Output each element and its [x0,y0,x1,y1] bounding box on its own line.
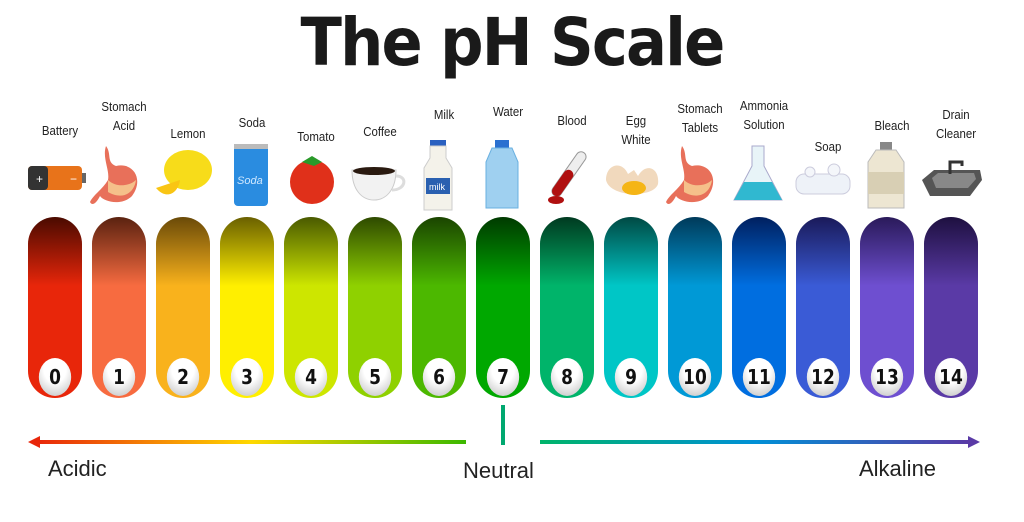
acidic-label: Acidic [48,456,107,481]
item-label-line: Acid [112,118,136,133]
ph-value: 14 [934,358,968,396]
item-label-line: Soap [814,139,842,154]
ph-item-8: Blood 8 [540,0,604,522]
item-label: Egg White [599,111,673,149]
item-label-line: Blood [557,113,587,128]
item-label: Stomach Tablets [663,99,737,137]
svg-text:−: − [70,172,77,186]
ph-value: 8 [550,358,584,396]
egg-icon [606,165,659,195]
ph-value: 2 [166,358,200,396]
item-label-line: Ammonia [739,98,789,113]
ph-item-13: Bleach 13 [860,0,924,522]
water-bottle-icon [485,140,519,209]
item-label-line: Soda [238,115,266,130]
item-label-line: Solution [743,117,785,132]
blood-tube-icon [548,151,587,204]
item-label: Bleach [855,116,929,135]
ph-value: 4 [294,358,328,396]
item-label: Coffee [343,122,417,141]
item-label: Soap [791,137,865,156]
soda-can-icon: Soda [234,144,268,206]
sink-icon [922,160,982,196]
ph-item-5: Coffee 5 [348,0,412,522]
item-label-line: Tablets [681,120,719,135]
item-label-line: Bleach [874,118,910,133]
ph-value: 12 [806,358,840,396]
ph-value: 6 [422,358,456,396]
ph-item-6: Milk milk 6 [412,0,476,522]
ph-value: 11 [742,358,776,396]
item-label-line: White [621,132,651,147]
ph-value: 9 [614,358,648,396]
item-label: Stomach Acid [87,97,161,135]
soap-icon [795,163,851,195]
item-label-line: Lemon [170,126,206,141]
item-label-line: Egg [625,113,647,128]
stomach-icon [666,146,714,204]
ph-value: 0 [38,358,72,396]
item-label-line: Drain [942,107,970,122]
item-label: Water [471,102,545,121]
ph-value: 5 [358,358,392,396]
ph-value: 13 [870,358,904,396]
ph-value: 7 [486,358,520,396]
tomato-icon [290,156,334,204]
ph-value: 10 [678,358,712,396]
alkaline-arrow [540,436,980,448]
ph-item-0: Battery + −0 [28,0,92,522]
svg-text:milk: milk [429,182,445,192]
ph-item-12: Soap 12 [795,0,860,522]
item-label-line: Milk [433,107,455,122]
coffee-cup-icon [351,167,406,201]
ph-item-3: Soda Soda 3 [220,0,284,522]
item-label: Lemon [151,124,225,143]
item-label: Milk [407,105,481,124]
ph-item-4: Tomato 4 [284,0,348,522]
ph-item-9: Egg White 9 [604,0,668,522]
alkaline-label: Alkaline [859,456,937,481]
bleach-jug-icon [867,142,905,209]
scale-arrows [28,405,980,448]
svg-text:+: + [36,172,43,186]
flask-icon [733,145,783,201]
ph-value: 3 [230,358,264,396]
item-label: Ammonia Solution [727,96,801,134]
neutral-label: Neutral [463,458,534,483]
item-label: Battery [23,121,97,140]
item-label-line: Coffee [363,124,397,139]
milk-bottle-icon: milk [423,140,453,211]
acidic-arrow [28,436,466,448]
ph-value: 1 [102,358,136,396]
item-label-line: Cleaner [935,126,977,141]
item-label-line: Battery [41,123,79,138]
item-label: Soda [215,113,289,132]
lemon-icon [156,150,212,195]
ph-item-1: Stomach Acid 1 [90,0,156,522]
ph-item-14: Drain Cleaner 14 [922,0,988,522]
item-label-line: Stomach [101,99,147,114]
item-label: Tomato [279,127,353,146]
item-label-line: Tomato [297,129,335,144]
item-label-line: Stomach [677,101,723,116]
battery-icon: + − [28,166,86,190]
ph-item-11: Ammonia Solution 11 [732,0,796,522]
ph-item-2: Lemon 2 [156,0,220,522]
item-label-line: Water [492,104,524,119]
item-label: Drain Cleaner [919,105,993,143]
neutral-marker [501,405,505,445]
svg-text:Soda: Soda [237,175,263,187]
stomach-icon [90,146,138,204]
item-label: Blood [535,111,609,130]
ph-item-10: Stomach Tablets 10 [666,0,732,522]
ph-item-7: Water 7 [476,0,540,522]
page-title: The pH Scale [300,4,725,81]
